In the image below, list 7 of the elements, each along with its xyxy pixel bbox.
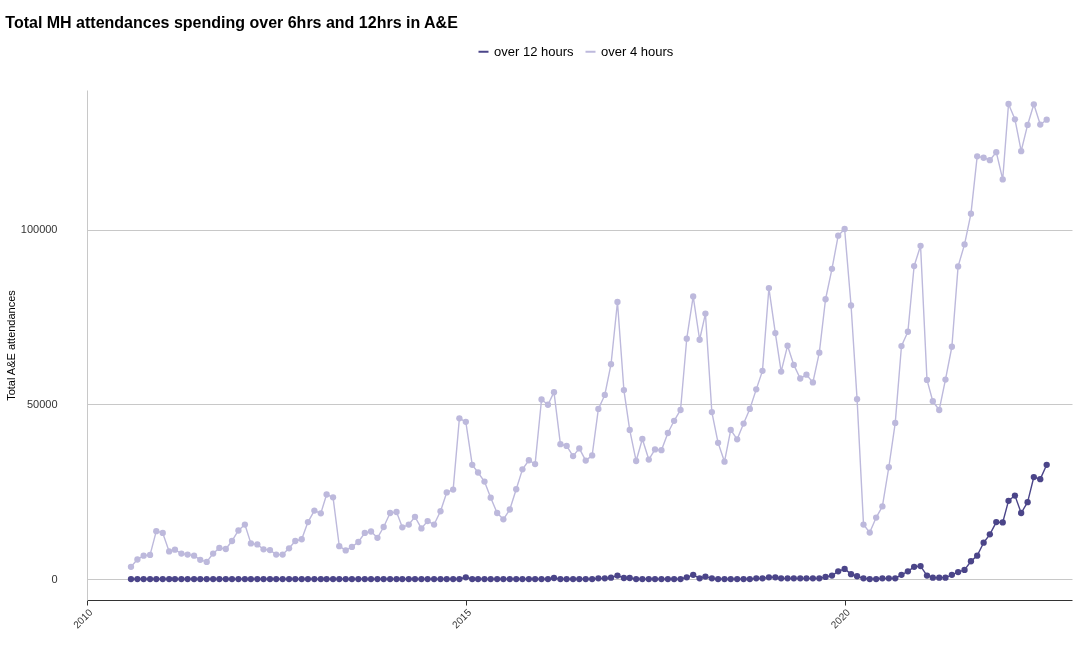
- y-axis-title: Total A&E attendances: [4, 289, 17, 401]
- legend-label: over 12 hours: [494, 43, 574, 59]
- y-tick-label: 50000: [26, 397, 58, 410]
- legend-label: over 4 hours: [601, 43, 674, 59]
- y-tick-label: 0: [51, 572, 58, 585]
- y-tick-label: 100000: [20, 223, 58, 236]
- chart-title: Total MH attendances spending over 6hrs and 12hrs in A&E: [5, 14, 459, 31]
